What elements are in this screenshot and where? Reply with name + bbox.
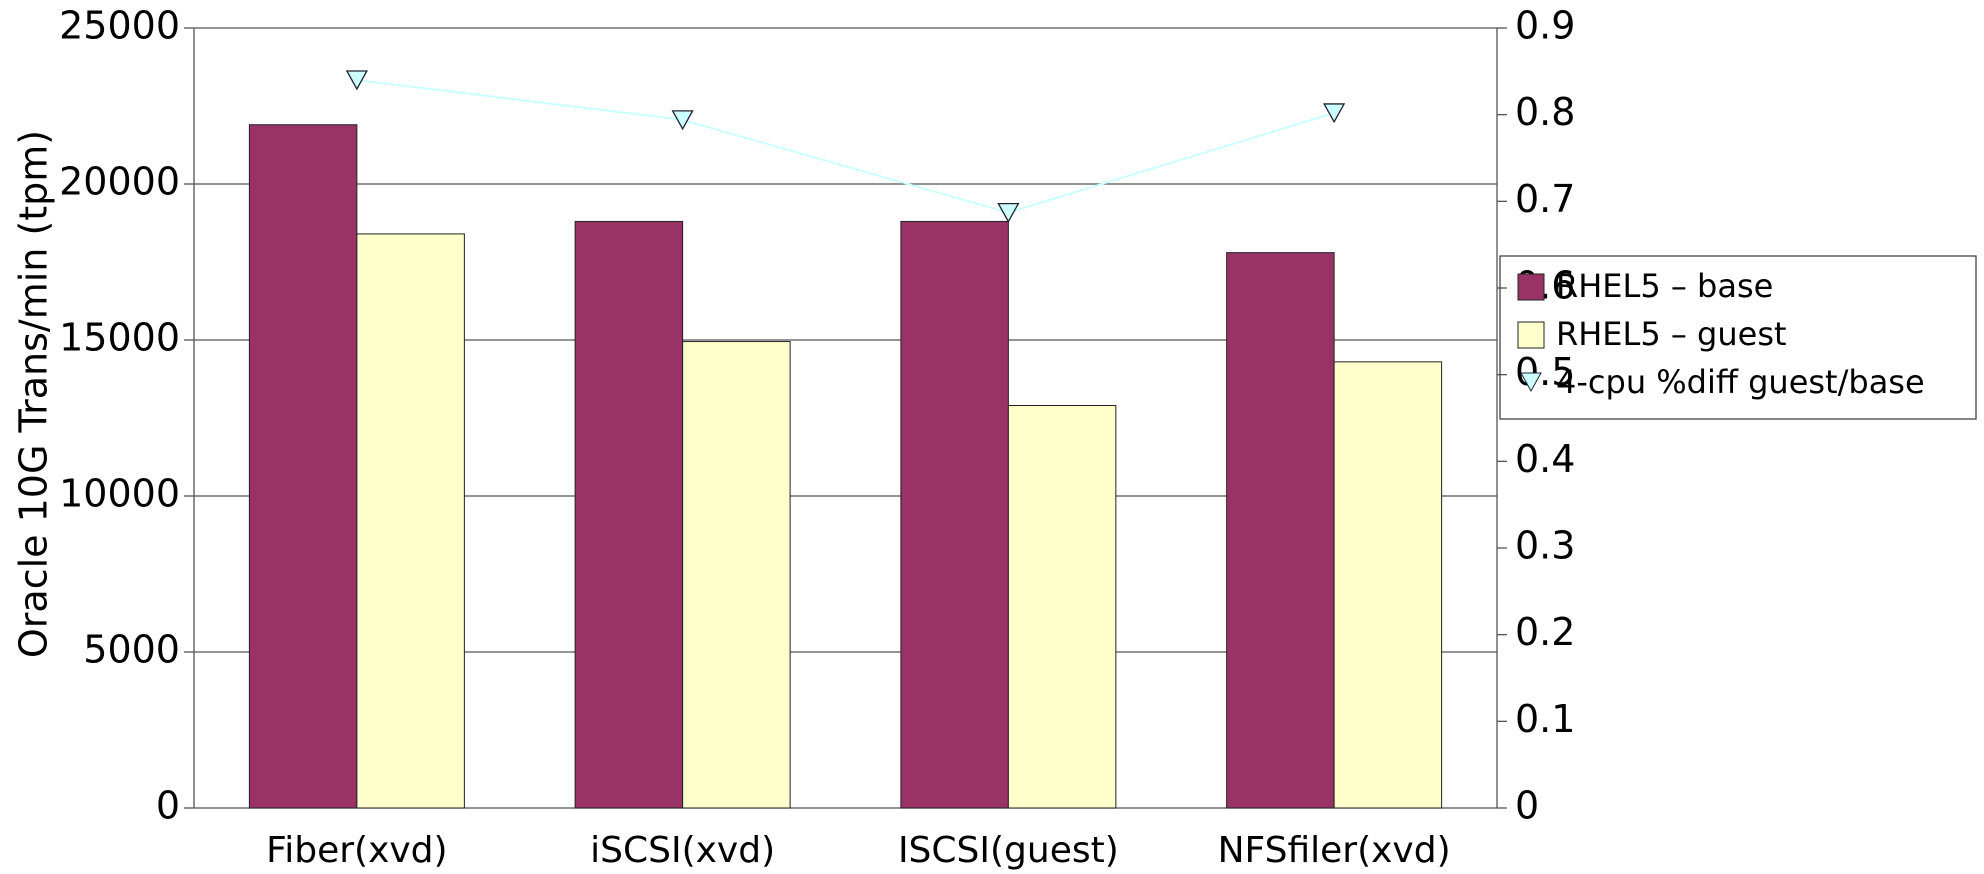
bar — [900, 220, 1009, 809]
y-tick-label: 20000 — [59, 160, 180, 204]
legend-label: RHEL5 – base — [1556, 267, 1773, 305]
y2-tick-label: 0.3 — [1515, 524, 1575, 568]
marker — [1323, 103, 1346, 124]
bar — [356, 233, 465, 809]
legend-label: 4-cpu %diff guest/base — [1556, 363, 1925, 401]
legend-swatch — [1517, 273, 1545, 301]
marker — [345, 70, 368, 91]
bar — [682, 341, 791, 809]
y2-tick-label: 0.8 — [1515, 90, 1575, 134]
marker — [671, 110, 694, 131]
y-tick-label: 25000 — [59, 4, 180, 48]
y2-tick-label: 0.4 — [1515, 437, 1575, 481]
legend-swatch — [1520, 372, 1542, 393]
x-tick-label: ISCSI(guest) — [898, 830, 1119, 871]
y-tick-label: 5000 — [83, 628, 180, 672]
y-tick-label: 0 — [156, 784, 180, 828]
x-tick-label: NFSfiler(xvd) — [1218, 830, 1451, 871]
bar — [248, 124, 358, 809]
y2-tick-label: 0.7 — [1515, 177, 1575, 221]
legend-label: RHEL5 – guest — [1556, 315, 1787, 353]
x-tick-label: Fiber(xvd) — [266, 830, 447, 871]
legend-box — [1499, 255, 1977, 420]
y2-tick-label: 0 — [1515, 784, 1539, 828]
bar — [1333, 361, 1443, 809]
y-axis-label: Oracle 10G Trans/min (tpm) — [12, 130, 56, 658]
bar — [1226, 252, 1335, 809]
y-tick-label: 10000 — [59, 472, 180, 516]
y2-tick-label: 0.1 — [1515, 697, 1575, 741]
legend-swatch — [1517, 321, 1545, 349]
bar — [574, 220, 684, 809]
line — [356, 79, 1335, 214]
bar — [1007, 405, 1117, 809]
y2-tick-label: 0.9 — [1515, 4, 1575, 48]
y2-tick-label: 0.5 — [1515, 350, 1575, 394]
y-tick-label: 15000 — [59, 316, 180, 360]
y2-tick-label: 0.2 — [1515, 610, 1575, 654]
x-tick-label: iSCSI(xvd) — [590, 830, 775, 871]
marker — [997, 202, 1020, 223]
